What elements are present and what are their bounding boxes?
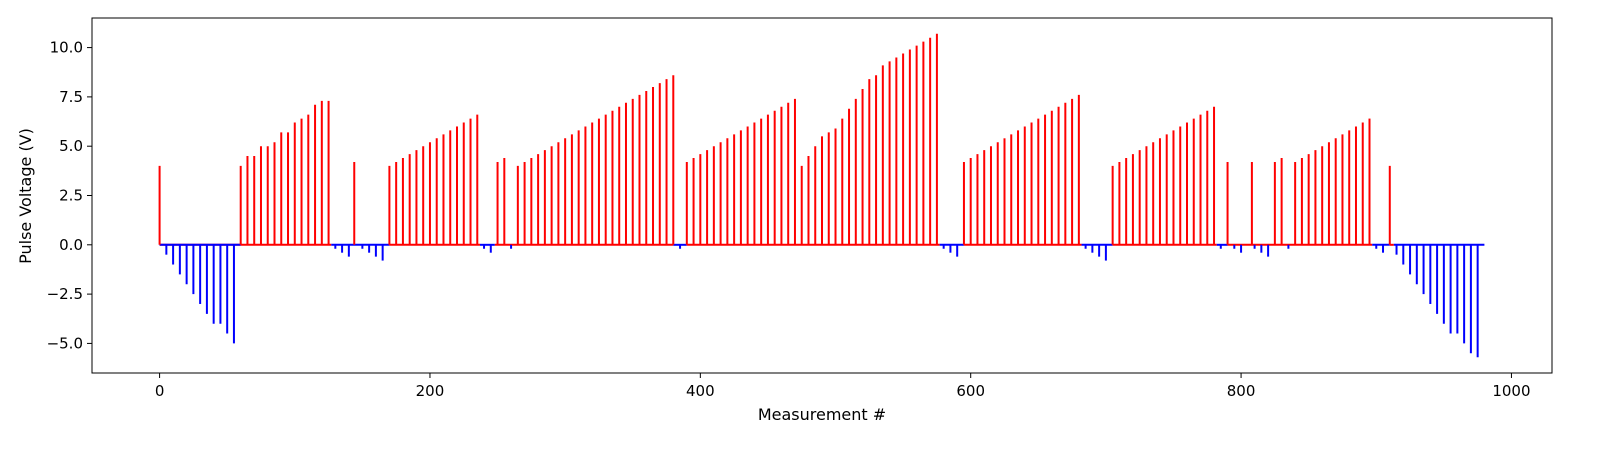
y-tick-label: −5.0 bbox=[47, 334, 83, 352]
bars-layer bbox=[158, 33, 1479, 358]
x-tick-label: 600 bbox=[956, 382, 985, 400]
x-tick-label: 400 bbox=[686, 382, 715, 400]
y-tick-label: 2.5 bbox=[59, 187, 83, 205]
y-axis-label: Pulse Voltage (V) bbox=[16, 128, 35, 264]
y-tick-label: −2.5 bbox=[47, 285, 83, 303]
x-tick-label: 800 bbox=[1227, 382, 1256, 400]
x-tick-label: 200 bbox=[416, 382, 445, 400]
y-tick-label: 7.5 bbox=[59, 88, 83, 106]
y-tick-label: 10.0 bbox=[50, 39, 83, 57]
y-ticks: −5.0 −2.5 0.0 2.5 5.0 7.5 10.0 bbox=[47, 39, 92, 352]
y-tick-label: 5.0 bbox=[59, 137, 83, 155]
x-axis-label: Measurement # bbox=[758, 405, 886, 424]
x-ticks: 0 200 400 600 800 1000 bbox=[155, 373, 1531, 400]
y-tick-label: 0.0 bbox=[59, 236, 83, 254]
x-tick-label: 1000 bbox=[1492, 382, 1530, 400]
x-tick-label: 0 bbox=[155, 382, 165, 400]
